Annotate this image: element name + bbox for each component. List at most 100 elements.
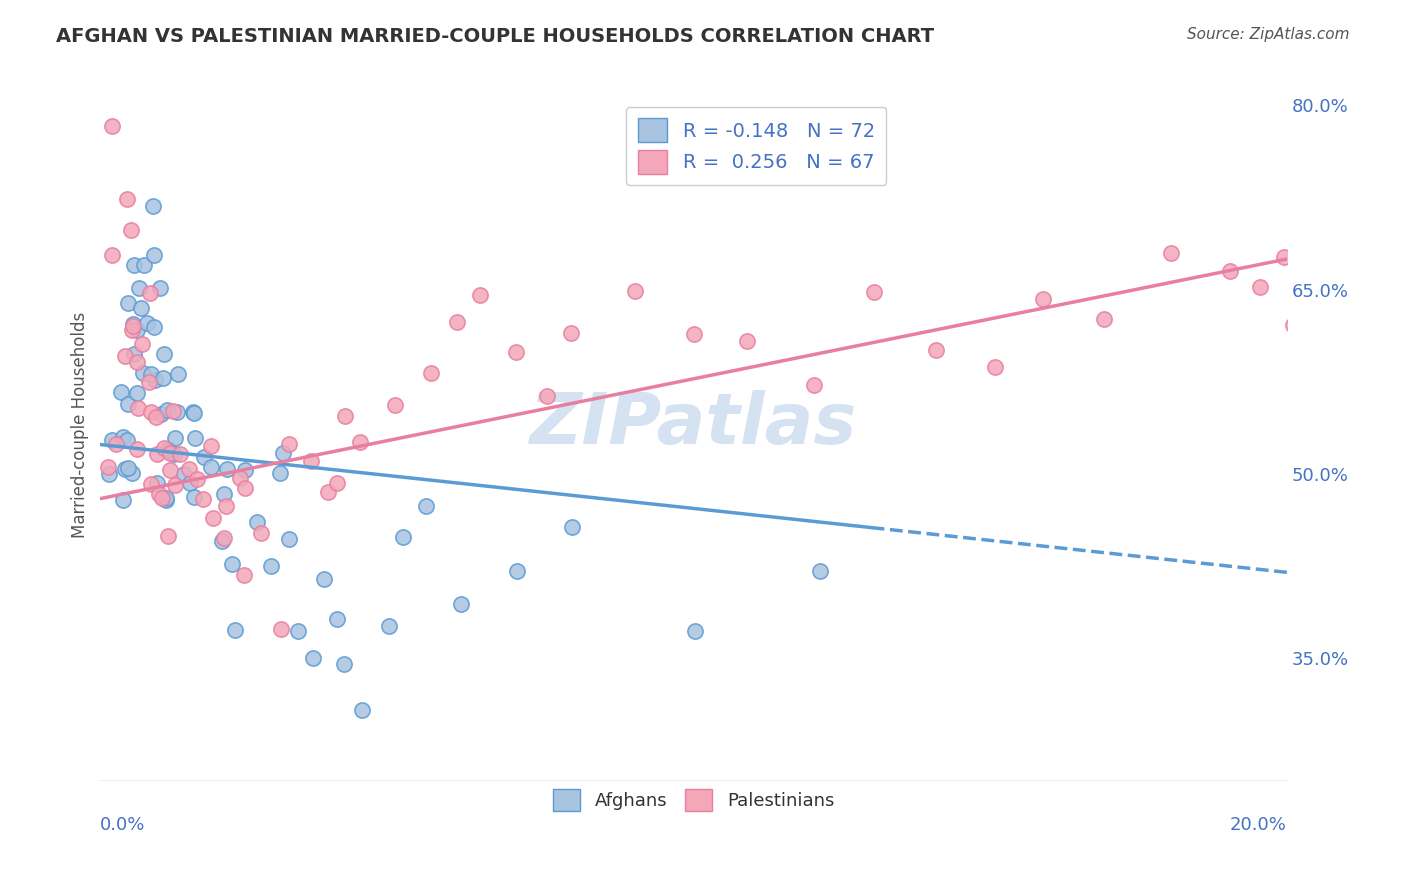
Point [163, 478, 186, 492]
Point [153, 347, 176, 361]
Point [560, 326, 582, 340]
Point [166, 405, 188, 419]
Point [100, 433, 122, 447]
Point [624, 285, 647, 299]
Point [1282, 318, 1305, 333]
Legend: Afghans, Palestinians: Afghans, Palestinians [543, 779, 845, 822]
Point [299, 454, 322, 468]
Point [159, 446, 181, 460]
Point [803, 377, 825, 392]
Point [350, 703, 373, 717]
Point [156, 528, 179, 542]
Point [1249, 280, 1271, 294]
Text: 0.0%: 0.0% [100, 815, 146, 834]
Point [167, 367, 190, 381]
Point [211, 534, 233, 549]
Point [1272, 250, 1295, 264]
Point [269, 467, 291, 481]
Point [250, 526, 273, 541]
Point [143, 248, 166, 262]
Point [114, 462, 136, 476]
Point [117, 461, 139, 475]
Point [152, 371, 174, 385]
Point [131, 337, 153, 351]
Point [114, 349, 136, 363]
Point [221, 557, 243, 571]
Point [200, 460, 222, 475]
Text: ZIPatlas: ZIPatlas [530, 391, 858, 459]
Point [146, 447, 169, 461]
Point [111, 430, 134, 444]
Point [128, 281, 150, 295]
Point [138, 376, 160, 390]
Point [233, 481, 256, 495]
Point [146, 475, 169, 490]
Point [536, 389, 558, 403]
Point [125, 323, 148, 337]
Point [165, 431, 187, 445]
Point [737, 334, 759, 348]
Point [179, 476, 201, 491]
Point [139, 285, 162, 300]
Text: 20.0%: 20.0% [1230, 815, 1286, 834]
Point [1092, 312, 1115, 326]
Point [127, 442, 149, 456]
Point [141, 367, 163, 381]
Point [863, 285, 886, 300]
Point [333, 657, 356, 671]
Point [143, 373, 166, 387]
Point [235, 463, 257, 477]
Point [173, 467, 195, 482]
Point [155, 491, 177, 505]
Point [287, 624, 309, 638]
Point [183, 490, 205, 504]
Point [121, 318, 143, 332]
Point [301, 651, 323, 665]
Point [202, 511, 225, 525]
Point [378, 619, 401, 633]
Point [97, 467, 120, 482]
Point [177, 462, 200, 476]
Point [191, 492, 214, 507]
Point [148, 487, 170, 501]
Point [326, 476, 349, 491]
Point [212, 487, 235, 501]
Point [215, 499, 238, 513]
Point [415, 499, 437, 513]
Point [335, 409, 357, 423]
Point [215, 462, 238, 476]
Text: Source: ZipAtlas.com: Source: ZipAtlas.com [1187, 27, 1350, 42]
Point [685, 624, 707, 639]
Point [392, 531, 415, 545]
Point [260, 559, 283, 574]
Point [270, 622, 292, 636]
Point [212, 531, 235, 545]
Point [229, 471, 252, 485]
Point [127, 386, 149, 401]
Point [143, 319, 166, 334]
Point [224, 623, 246, 637]
Point [150, 491, 173, 506]
Point [121, 319, 143, 334]
Point [232, 568, 254, 582]
Text: AFGHAN VS PALESTINIAN MARRIED-COUPLE HOUSEHOLDS CORRELATION CHART: AFGHAN VS PALESTINIAN MARRIED-COUPLE HOU… [56, 27, 935, 45]
Point [120, 223, 142, 237]
Point [1032, 292, 1054, 306]
Point [316, 485, 339, 500]
Point [349, 434, 371, 449]
Point [139, 405, 162, 419]
Point [155, 492, 177, 507]
Point [450, 598, 472, 612]
Point [157, 442, 180, 457]
Point [149, 281, 172, 295]
Point [125, 354, 148, 368]
Point [326, 611, 349, 625]
Point [122, 347, 145, 361]
Y-axis label: Married-couple Households: Married-couple Households [72, 312, 89, 538]
Point [142, 199, 165, 213]
Point [153, 441, 176, 455]
Point [312, 572, 335, 586]
Point [145, 410, 167, 425]
Point [277, 532, 299, 546]
Point [110, 384, 132, 399]
